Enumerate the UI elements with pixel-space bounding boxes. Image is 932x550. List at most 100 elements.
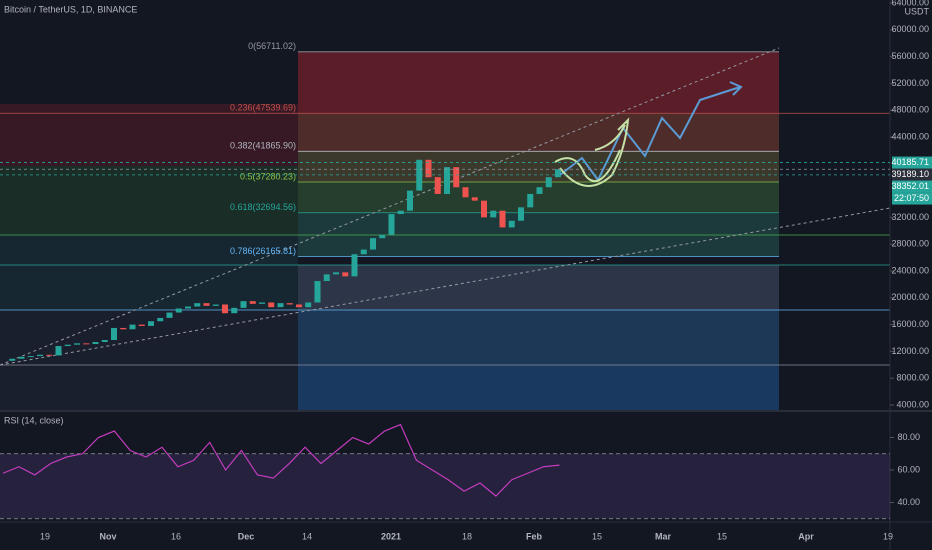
candle xyxy=(101,340,108,343)
candle xyxy=(296,304,302,308)
rsi-tick-label: 40.00 xyxy=(897,497,920,507)
time-label: 15 xyxy=(592,531,602,541)
price-label: 38352.01 xyxy=(891,181,929,191)
fib-label: 0(56711.02) xyxy=(248,41,296,51)
candle xyxy=(185,306,191,309)
rsi-title: RSI (14, close) xyxy=(4,415,64,425)
fib-zone xyxy=(0,166,298,235)
time-label: 15 xyxy=(717,531,727,541)
candle xyxy=(166,312,173,318)
fib-zone xyxy=(0,310,298,410)
candles xyxy=(9,159,561,361)
fib-band xyxy=(298,113,779,152)
y-tick-label: 48000.00 xyxy=(891,105,929,115)
candle xyxy=(342,272,349,277)
candle xyxy=(527,193,534,208)
candle xyxy=(370,238,376,250)
y-tick-label: 60000.00 xyxy=(891,24,929,34)
price-label: 39189.10 xyxy=(891,169,929,179)
trend-line xyxy=(0,207,891,366)
candle xyxy=(249,301,256,304)
candle xyxy=(92,342,99,345)
time-label: 19 xyxy=(40,531,50,541)
candle xyxy=(425,159,432,178)
time-label: Mar xyxy=(655,531,672,541)
y-tick-label: 8000.00 xyxy=(896,373,929,383)
candle xyxy=(314,281,321,303)
trend-line xyxy=(0,47,780,366)
candle xyxy=(490,210,497,218)
candle xyxy=(222,304,228,314)
candle xyxy=(129,324,136,330)
y-tick-label: 4000.00 xyxy=(896,399,929,409)
fib-zone xyxy=(298,265,779,310)
price-label-box xyxy=(892,180,932,193)
time-label: 14 xyxy=(302,531,312,541)
candle xyxy=(194,303,201,307)
candle xyxy=(9,358,16,361)
candle xyxy=(407,190,413,211)
rsi-tick-label: 80.00 xyxy=(897,432,920,442)
candle xyxy=(148,321,154,326)
y-tick-label: 64000.00 xyxy=(891,0,929,7)
candle xyxy=(83,343,90,345)
candle xyxy=(360,249,367,255)
candle xyxy=(388,214,395,235)
time-label: Nov xyxy=(99,531,116,541)
time-label: Feb xyxy=(526,531,543,541)
fib-band xyxy=(298,182,779,213)
y-tick-label: 44000.00 xyxy=(891,131,929,141)
time-label: Apr xyxy=(798,531,814,541)
projection-path xyxy=(559,86,741,182)
rsi-band-fill xyxy=(0,453,890,519)
candle xyxy=(555,169,561,178)
rsi-line xyxy=(2,423,560,497)
candle xyxy=(481,200,487,218)
time-label: 18 xyxy=(462,531,472,541)
fib-zone xyxy=(298,310,779,365)
time-label: 2021 xyxy=(381,531,401,541)
candle xyxy=(46,354,53,356)
candle xyxy=(120,327,127,330)
fib-zone xyxy=(0,104,298,166)
fib-label: 0.382(41865.90) xyxy=(230,141,296,151)
fib-label: 0.236(47539.69) xyxy=(230,103,296,113)
candle xyxy=(453,167,460,188)
candle xyxy=(397,210,404,215)
candle xyxy=(305,302,312,308)
candle xyxy=(203,303,210,306)
countdown: 22:07:50 xyxy=(894,193,929,203)
candle xyxy=(444,167,450,194)
candle xyxy=(74,343,80,345)
candle xyxy=(268,302,275,308)
candle xyxy=(286,303,293,305)
time-label: Dec xyxy=(238,531,255,541)
arrow-head xyxy=(729,81,743,96)
candle xyxy=(231,307,238,314)
fib-zone xyxy=(0,235,298,310)
candle xyxy=(323,274,330,282)
y-tick-label: 56000.00 xyxy=(891,51,929,61)
candle xyxy=(462,187,469,198)
candle xyxy=(64,344,71,347)
symbol-title: Bitcoin / TetherUS, 1D, BINANCE xyxy=(4,4,137,14)
candle xyxy=(55,346,62,356)
y-tick-label: 28000.00 xyxy=(891,239,929,249)
y-tick-label: 24000.00 xyxy=(891,265,929,275)
candle xyxy=(333,272,339,275)
candle xyxy=(27,356,34,358)
fib-band xyxy=(298,151,779,183)
price-label-box xyxy=(892,168,932,181)
fib-label: 0.5(37280.23) xyxy=(240,171,296,181)
fib-band xyxy=(298,51,779,114)
candle xyxy=(545,177,552,188)
y-tick-label: 32000.00 xyxy=(891,212,929,222)
candle xyxy=(240,301,247,308)
candle xyxy=(18,356,25,359)
candle xyxy=(518,207,524,221)
candle xyxy=(536,187,543,194)
candle xyxy=(37,354,43,357)
candle xyxy=(499,210,506,228)
candle xyxy=(138,324,145,326)
